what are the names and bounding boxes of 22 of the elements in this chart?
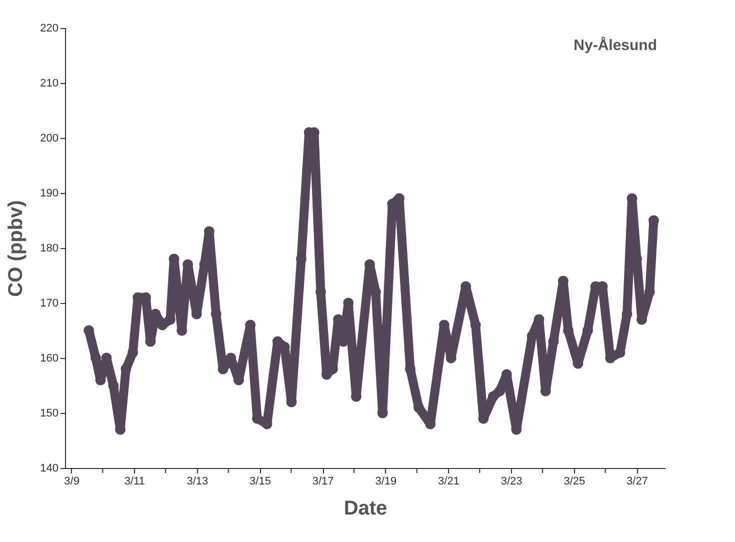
annotation: Ny-Ålesund xyxy=(574,36,657,54)
x-tick-label: 3/23 xyxy=(500,476,522,488)
y-tick-label: 150 xyxy=(40,408,58,420)
y-tick-label: 220 xyxy=(40,22,58,34)
x-tick-label: 3/17 xyxy=(312,476,334,488)
y-tick-label: 170 xyxy=(40,298,58,310)
x-tick-label: 3/15 xyxy=(250,476,271,488)
x-tick-label: 3/11 xyxy=(124,476,145,488)
y-axis-title: CO (ppbv) xyxy=(5,200,28,297)
y-tick-label: 210 xyxy=(40,78,58,90)
x-tick-label: 3/19 xyxy=(375,476,397,488)
x-tick-label: 3/27 xyxy=(626,476,648,488)
x-axis-title: Date xyxy=(344,498,388,520)
x-tick-label: 3/13 xyxy=(186,476,208,488)
y-tick-label: 180 xyxy=(40,242,58,254)
y-tick-label: 160 xyxy=(40,352,58,364)
y-tick-label: 140 xyxy=(40,462,58,474)
x-tick-label: 3/21 xyxy=(438,476,460,488)
y-tick-label: 200 xyxy=(40,132,58,144)
x-tick-label: 3/9 xyxy=(64,476,80,488)
y-tick-label: 190 xyxy=(40,188,58,200)
x-tick-label: 3/25 xyxy=(564,476,586,488)
